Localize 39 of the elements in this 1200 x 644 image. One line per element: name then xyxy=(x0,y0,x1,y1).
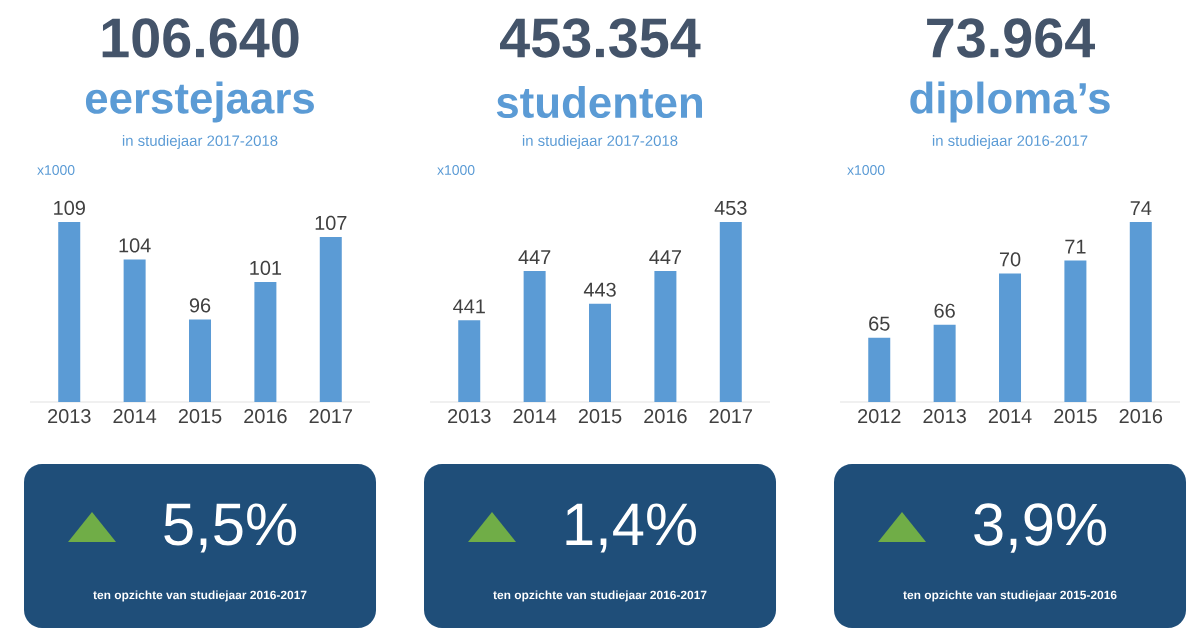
data-label: 447 xyxy=(649,250,682,265)
data-label: 104 xyxy=(119,238,151,253)
x-tick-label: 2017 xyxy=(309,409,352,424)
chart-title: 73.964 xyxy=(927,18,1095,58)
data-label: 447 xyxy=(518,250,551,265)
data-label: 66 xyxy=(934,303,955,318)
data-label: 70 xyxy=(999,252,1021,267)
chart-subtitle: studenten xyxy=(496,85,703,119)
x-tick-label: 2016 xyxy=(1119,409,1163,424)
data-label: 441 xyxy=(453,299,485,314)
data-label: 453 xyxy=(714,200,747,215)
data-label: 65 xyxy=(869,316,890,331)
x-tick-label: 2014 xyxy=(113,409,157,424)
x-tick-label: 2017 xyxy=(709,409,752,424)
data-label: 109 xyxy=(54,200,85,215)
x-tick-label: 2015 xyxy=(1054,409,1097,424)
text: 3,9% xyxy=(974,503,1107,553)
x-tick-label: 2012 xyxy=(858,409,901,424)
x-tick-label: 2013 xyxy=(923,409,966,424)
chart-title: 453.354 xyxy=(500,18,701,58)
data-label: 107 xyxy=(315,215,347,230)
x-tick-label: 2015 xyxy=(578,409,622,424)
chart-subtitle: diploma’s xyxy=(910,81,1110,123)
x-tick-label: 2016 xyxy=(644,409,687,424)
x-tick-label: 2014 xyxy=(513,409,557,424)
data-label: 74 xyxy=(1130,201,1152,215)
data-label: 443 xyxy=(583,282,616,297)
x-tick-label: 2016 xyxy=(244,409,287,424)
x-tick-label: 2013 xyxy=(448,409,491,424)
text: 5,5% xyxy=(164,503,297,553)
data-label: 71 xyxy=(1065,239,1086,254)
chart-title: 106.640 xyxy=(102,18,299,58)
x-tick-label: 2014 xyxy=(988,409,1032,424)
data-label: 96 xyxy=(189,298,211,313)
data-label: 101 xyxy=(250,260,282,275)
text: 1,4% xyxy=(566,503,697,553)
x-tick-label: 2013 xyxy=(48,409,91,424)
chart-subtitle: eerstejaars xyxy=(85,81,314,123)
x-tick-label: 2015 xyxy=(178,409,222,424)
